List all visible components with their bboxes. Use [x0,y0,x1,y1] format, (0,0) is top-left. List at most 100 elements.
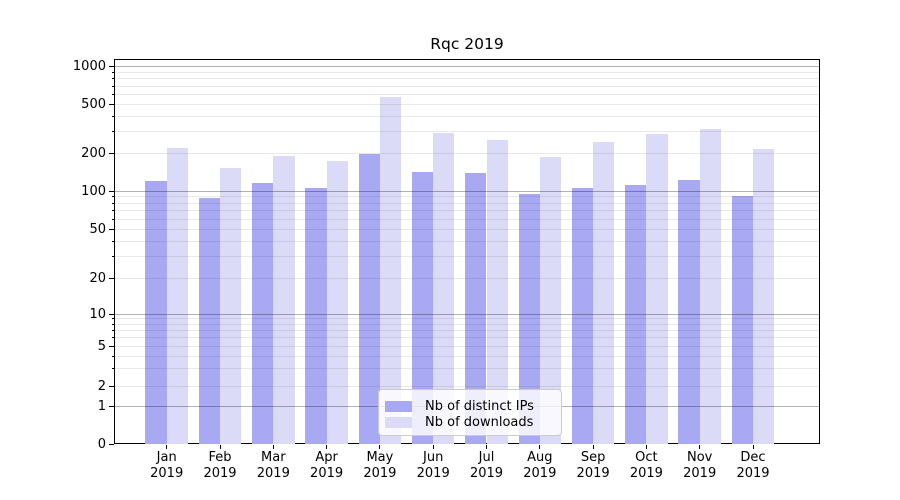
bar-distinct-ips-mar [252,183,274,444]
x-tick-jul [486,444,487,449]
minor-gridline-6 [114,337,820,339]
minor-gridline-400 [114,115,820,117]
bar-downloads-jun [433,133,455,444]
minor-gridline-60 [114,218,820,220]
x-tick-apr [326,444,328,449]
bar-downloads-dec [753,148,775,444]
y-minor-tick-300 [111,131,114,133]
bar-distinct-ips-sep [571,187,594,444]
x-tick-aug [539,444,541,449]
x-tick-label-mar: Mar 2019 [256,450,290,481]
minor-gridline-80 [114,202,820,204]
minor-gridline-200 [114,152,820,154]
x-tick-sep [592,444,594,449]
bar-downloads-nov [699,129,721,444]
y-minor-tick-30 [111,256,114,258]
bar-downloads-oct [646,134,668,444]
y-minor-tick-4 [111,355,114,357]
legend-row-distinct-ips: Nb of distinct IPs [379,398,561,414]
y-tick-1000 [109,66,114,68]
bar-downloads-mar [273,156,295,444]
y-tick-label-50: 50 [89,222,106,237]
x-tick-label-feb: Feb 2019 [203,450,237,481]
y-tick-0 [109,443,114,445]
minor-gridline-2 [114,385,820,387]
y-minor-tick-9 [111,318,114,320]
y-tick-label-1: 1 [97,398,106,414]
y-minor-tick-700 [111,85,114,87]
y-tick-5 [109,346,114,347]
y-tick-label-100: 100 [81,183,106,199]
major-gridline-1000 [114,66,820,68]
y-tick-200 [109,152,114,154]
minor-gridline-500 [114,103,820,105]
y-tick-2 [109,385,114,387]
bar-downloads-jan [166,147,188,444]
x-tick-label-oct: Oct 2019 [629,450,663,481]
y-tick-label-20: 20 [89,270,106,286]
minor-gridline-600 [114,93,820,95]
x-tick-feb [219,444,221,449]
x-tick-jan [166,444,168,449]
x-tick-may [379,444,381,449]
legend-swatch-downloads [385,416,412,428]
x-tick-label-jul: Jul 2019 [469,450,504,481]
bar-downloads-aug [539,157,562,444]
major-gridline-100 [114,190,820,192]
y-minor-tick-40 [111,240,114,242]
y-minor-tick-7 [111,330,114,332]
y-tick-label-2: 2 [97,378,106,394]
bar-downloads-may [379,97,402,444]
minor-gridline-4 [114,355,820,357]
y-tick-100 [109,190,114,192]
minor-gridline-70 [114,210,820,212]
minor-gridline-8 [114,323,820,325]
y-tick-10 [109,313,114,315]
bar-distinct-ips-jul [465,172,487,444]
y-minor-tick-3 [111,368,114,370]
minor-gridline-700 [114,85,820,87]
y-minor-tick-6 [111,337,114,339]
minor-gridline-90 [114,196,820,198]
minor-gridline-300 [114,131,820,133]
bar-downloads-sep [593,142,615,444]
bar-distinct-ips-jan [145,181,167,444]
minor-gridline-800 [114,78,820,80]
bar-distinct-ips-feb [198,198,220,444]
y-tick-1 [109,405,114,407]
x-tick-label-sep: Sep 2019 [576,450,610,481]
y-minor-tick-900 [111,71,114,73]
bar-distinct-ips-jun [411,171,434,444]
minor-gridline-30 [114,256,820,258]
x-tick-label-may: May 2019 [363,450,397,481]
y-tick-500 [109,103,114,105]
bar-distinct-ips-dec [731,195,753,444]
x-tick-oct [645,444,647,449]
x-tick-label-nov: Nov 2019 [683,450,717,481]
y-minor-tick-800 [111,78,114,80]
minor-gridline-50 [114,229,820,230]
legend-label-distinct-ips: Nb of distinct IPs [425,398,534,414]
y-minor-tick-90 [111,196,114,198]
minor-gridline-7 [114,330,820,332]
bar-distinct-ips-aug [518,193,540,444]
minor-gridline-900 [114,71,820,73]
x-tick-label-jun: Jun 2019 [416,450,450,481]
y-tick-label-200: 200 [81,145,106,161]
y-minor-tick-400 [111,115,114,117]
y-tick-label-5: 5 [97,339,106,354]
bar-distinct-ips-oct [625,184,647,444]
legend: Nb of distinct IPs Nb of downloads [378,389,562,436]
minor-gridline-3 [114,368,820,370]
y-tick-50 [109,229,114,230]
legend-label-downloads: Nb of downloads [425,414,534,430]
minor-gridline-5 [114,346,820,347]
y-tick-20 [109,277,114,279]
minor-gridline-20 [114,277,820,279]
minor-gridline-40 [114,240,820,242]
y-tick-label-0: 0 [97,436,106,452]
major-gridline-10 [114,313,820,315]
bar-distinct-ips-nov [678,180,700,444]
bar-downloads-apr [326,160,348,444]
x-tick-label-aug: Aug 2019 [523,450,557,481]
